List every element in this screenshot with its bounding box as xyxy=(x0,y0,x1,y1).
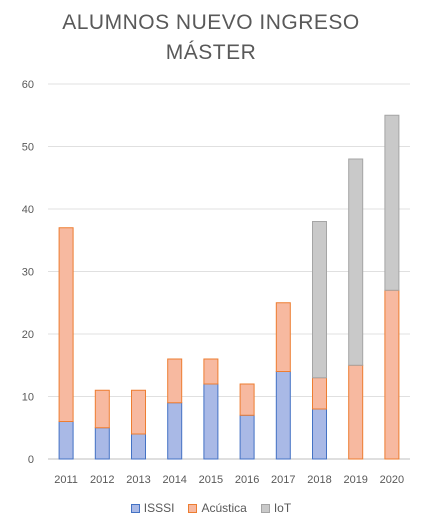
legend-item-iot: IoT xyxy=(260,501,292,515)
chart-title-line-2: MÁSTER xyxy=(165,41,257,64)
y-tick-label-60: 60 xyxy=(22,79,34,91)
legend-swatch-iot xyxy=(260,503,270,513)
bar-iot-2020 xyxy=(384,114,400,291)
x-tick-label-2016: 2016 xyxy=(235,474,259,486)
chart-legend: ISSSI Acústica IoT xyxy=(0,501,422,515)
y-tick-label-20: 20 xyxy=(22,329,34,341)
bar-isssi-2012 xyxy=(94,427,110,460)
legend-label-acustica: Acústica xyxy=(201,501,247,515)
bar-acustica-2020 xyxy=(384,289,400,460)
x-tick-label-2012: 2012 xyxy=(90,474,114,486)
x-tick-label-2013: 2013 xyxy=(126,474,150,486)
x-tick-label-2017: 2017 xyxy=(271,474,295,486)
bar-isssi-2015 xyxy=(203,383,219,460)
y-tick-label-30: 30 xyxy=(22,267,34,279)
legend-swatch-acustica xyxy=(188,503,198,513)
x-tick-label-2019: 2019 xyxy=(343,474,367,486)
y-tick-label-40: 40 xyxy=(22,204,34,216)
bar-isssi-2017 xyxy=(275,371,291,460)
bar-acustica-2019 xyxy=(348,364,364,460)
legend-label-isssi: ISSSI xyxy=(143,501,175,515)
bar-iot-2018 xyxy=(312,221,327,379)
legend-swatch-isssi xyxy=(130,503,140,513)
x-tick-label-2018: 2018 xyxy=(307,474,331,486)
chart-title-line-1: ALUMNOS NUEVO INGRESO xyxy=(62,11,360,34)
bar-acustica-2013 xyxy=(131,389,146,435)
bar-acustica-2014 xyxy=(167,358,183,404)
x-tick-label-2020: 2020 xyxy=(380,474,404,486)
bar-isssi-2014 xyxy=(167,402,183,460)
bar-acustica-2011 xyxy=(58,227,74,422)
bar-iot-2019 xyxy=(348,158,364,366)
x-tick-label-2014: 2014 xyxy=(162,474,186,486)
bar-acustica-2018 xyxy=(312,377,327,410)
bar-isssi-2018 xyxy=(312,408,327,460)
chart-title: ALUMNOS NUEVO INGRESO MÁSTER xyxy=(0,8,422,68)
y-tick-label-10: 10 xyxy=(22,392,34,404)
bar-acustica-2016 xyxy=(239,383,255,416)
bar-acustica-2015 xyxy=(203,358,219,385)
bar-isssi-2011 xyxy=(58,421,74,460)
legend-item-isssi: ISSSI xyxy=(130,501,175,515)
x-tick-label-2015: 2015 xyxy=(199,474,223,486)
y-tick-label-50: 50 xyxy=(22,142,34,154)
bar-isssi-2013 xyxy=(131,433,146,460)
bar-acustica-2017 xyxy=(275,302,291,372)
y-tick-label-0: 0 xyxy=(28,454,34,466)
legend-item-acustica: Acústica xyxy=(188,501,247,515)
bar-acustica-2012 xyxy=(94,389,110,429)
x-tick-label-2011: 2011 xyxy=(54,474,78,486)
bar-isssi-2016 xyxy=(239,414,255,460)
legend-label-iot: IoT xyxy=(273,501,292,515)
